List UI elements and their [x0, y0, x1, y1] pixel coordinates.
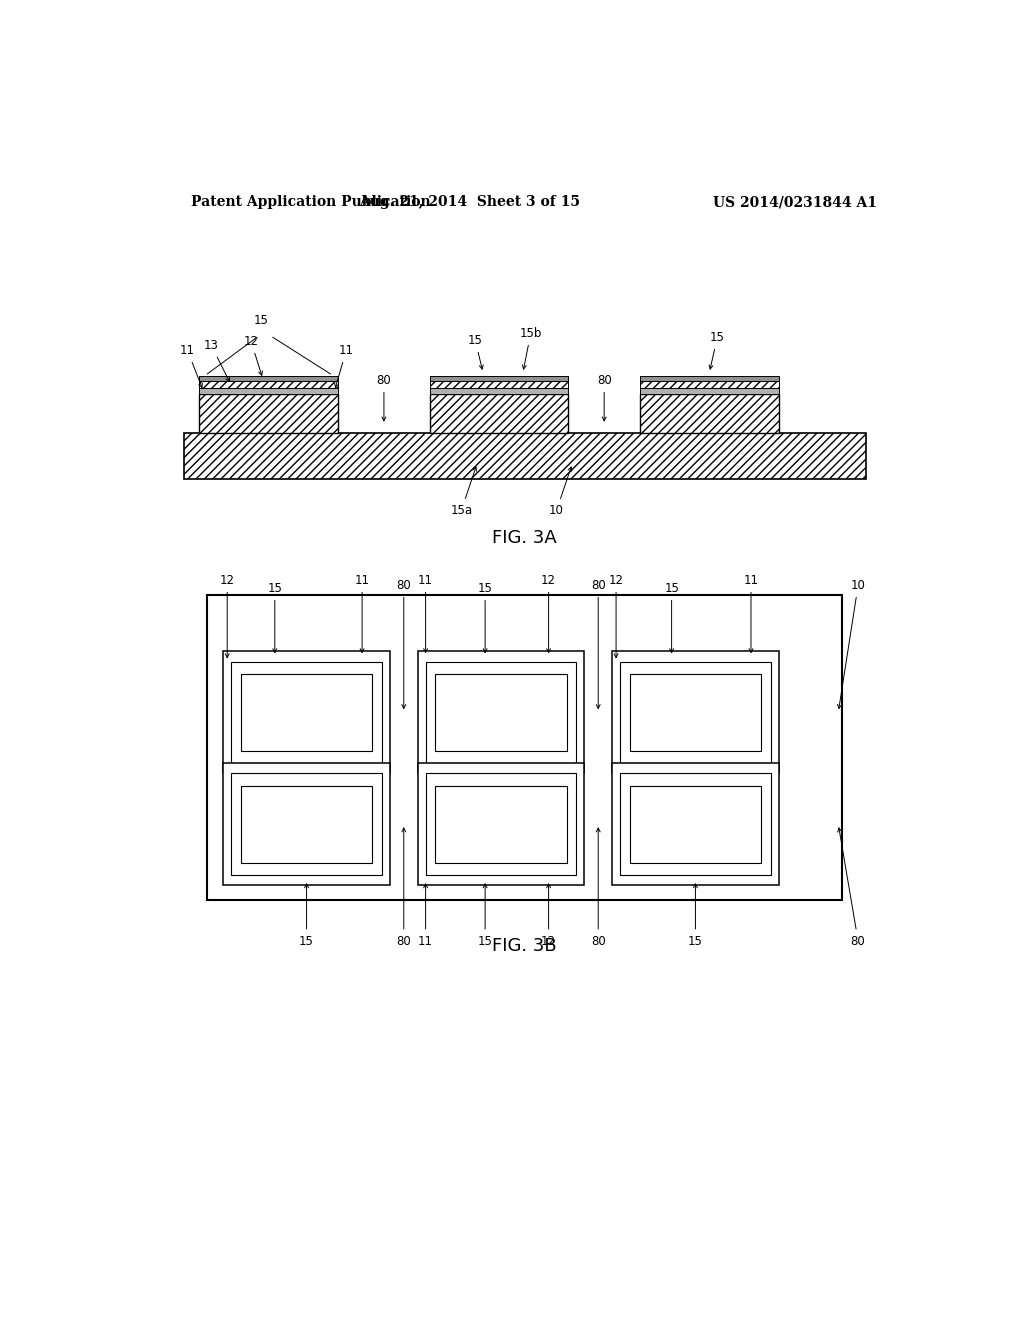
Bar — [435, 785, 567, 863]
Bar — [241, 785, 373, 863]
Text: 15b: 15b — [519, 327, 542, 370]
Text: 12: 12 — [541, 574, 556, 652]
Text: 15: 15 — [477, 582, 493, 652]
Bar — [231, 774, 382, 875]
Text: 10: 10 — [549, 467, 571, 517]
Text: 11: 11 — [418, 884, 433, 948]
Text: 15: 15 — [665, 582, 679, 652]
Bar — [430, 381, 568, 388]
Bar — [630, 673, 761, 751]
Bar — [426, 774, 577, 875]
Text: 15: 15 — [477, 884, 493, 948]
Bar — [620, 774, 771, 875]
Bar — [200, 381, 338, 388]
Bar — [241, 673, 373, 751]
Bar — [430, 376, 568, 381]
Text: US 2014/0231844 A1: US 2014/0231844 A1 — [713, 195, 877, 209]
Bar — [200, 376, 338, 381]
Bar — [200, 395, 338, 433]
Text: 11: 11 — [418, 574, 433, 652]
Text: 15: 15 — [709, 331, 725, 370]
Text: 80: 80 — [396, 828, 412, 948]
Text: Patent Application Publication: Patent Application Publication — [191, 195, 431, 209]
Bar — [630, 785, 761, 863]
Bar — [640, 376, 779, 381]
Text: 10: 10 — [838, 578, 865, 709]
Bar — [207, 595, 843, 900]
Text: 80: 80 — [377, 374, 391, 421]
Bar — [418, 651, 585, 774]
Text: FIG. 3B: FIG. 3B — [493, 937, 557, 956]
Text: 15: 15 — [299, 884, 314, 948]
Text: 12: 12 — [541, 884, 556, 948]
Text: 15: 15 — [267, 582, 283, 652]
Text: 11: 11 — [335, 345, 353, 388]
Text: 12: 12 — [220, 574, 234, 657]
Text: 15a: 15a — [451, 467, 476, 517]
Text: 12: 12 — [608, 574, 624, 657]
Bar — [223, 763, 390, 886]
Text: 15: 15 — [468, 334, 483, 370]
Text: FIG. 3A: FIG. 3A — [493, 528, 557, 546]
Bar — [430, 395, 568, 433]
Bar — [612, 763, 778, 886]
Bar — [640, 395, 779, 433]
Bar — [223, 651, 390, 774]
Bar — [200, 388, 338, 395]
Bar — [183, 433, 866, 479]
Bar — [435, 673, 567, 751]
Text: 80: 80 — [597, 374, 611, 421]
Bar — [418, 763, 585, 886]
Text: 80: 80 — [591, 828, 605, 948]
Bar — [612, 651, 778, 774]
Text: 15: 15 — [254, 314, 268, 327]
Text: 80: 80 — [591, 578, 605, 709]
Text: 15: 15 — [688, 884, 702, 948]
Bar — [620, 661, 771, 763]
Text: Aug. 21, 2014  Sheet 3 of 15: Aug. 21, 2014 Sheet 3 of 15 — [358, 195, 580, 209]
Text: 11: 11 — [180, 345, 203, 388]
Text: 13: 13 — [204, 339, 229, 381]
Text: 11: 11 — [743, 574, 759, 652]
Bar — [426, 661, 577, 763]
Bar — [640, 381, 779, 388]
Text: 11: 11 — [354, 574, 370, 652]
Bar — [430, 388, 568, 395]
Text: 12: 12 — [244, 335, 262, 375]
Bar — [640, 388, 779, 395]
Bar — [231, 661, 382, 763]
Text: 80: 80 — [396, 578, 412, 709]
Text: 80: 80 — [838, 828, 865, 948]
